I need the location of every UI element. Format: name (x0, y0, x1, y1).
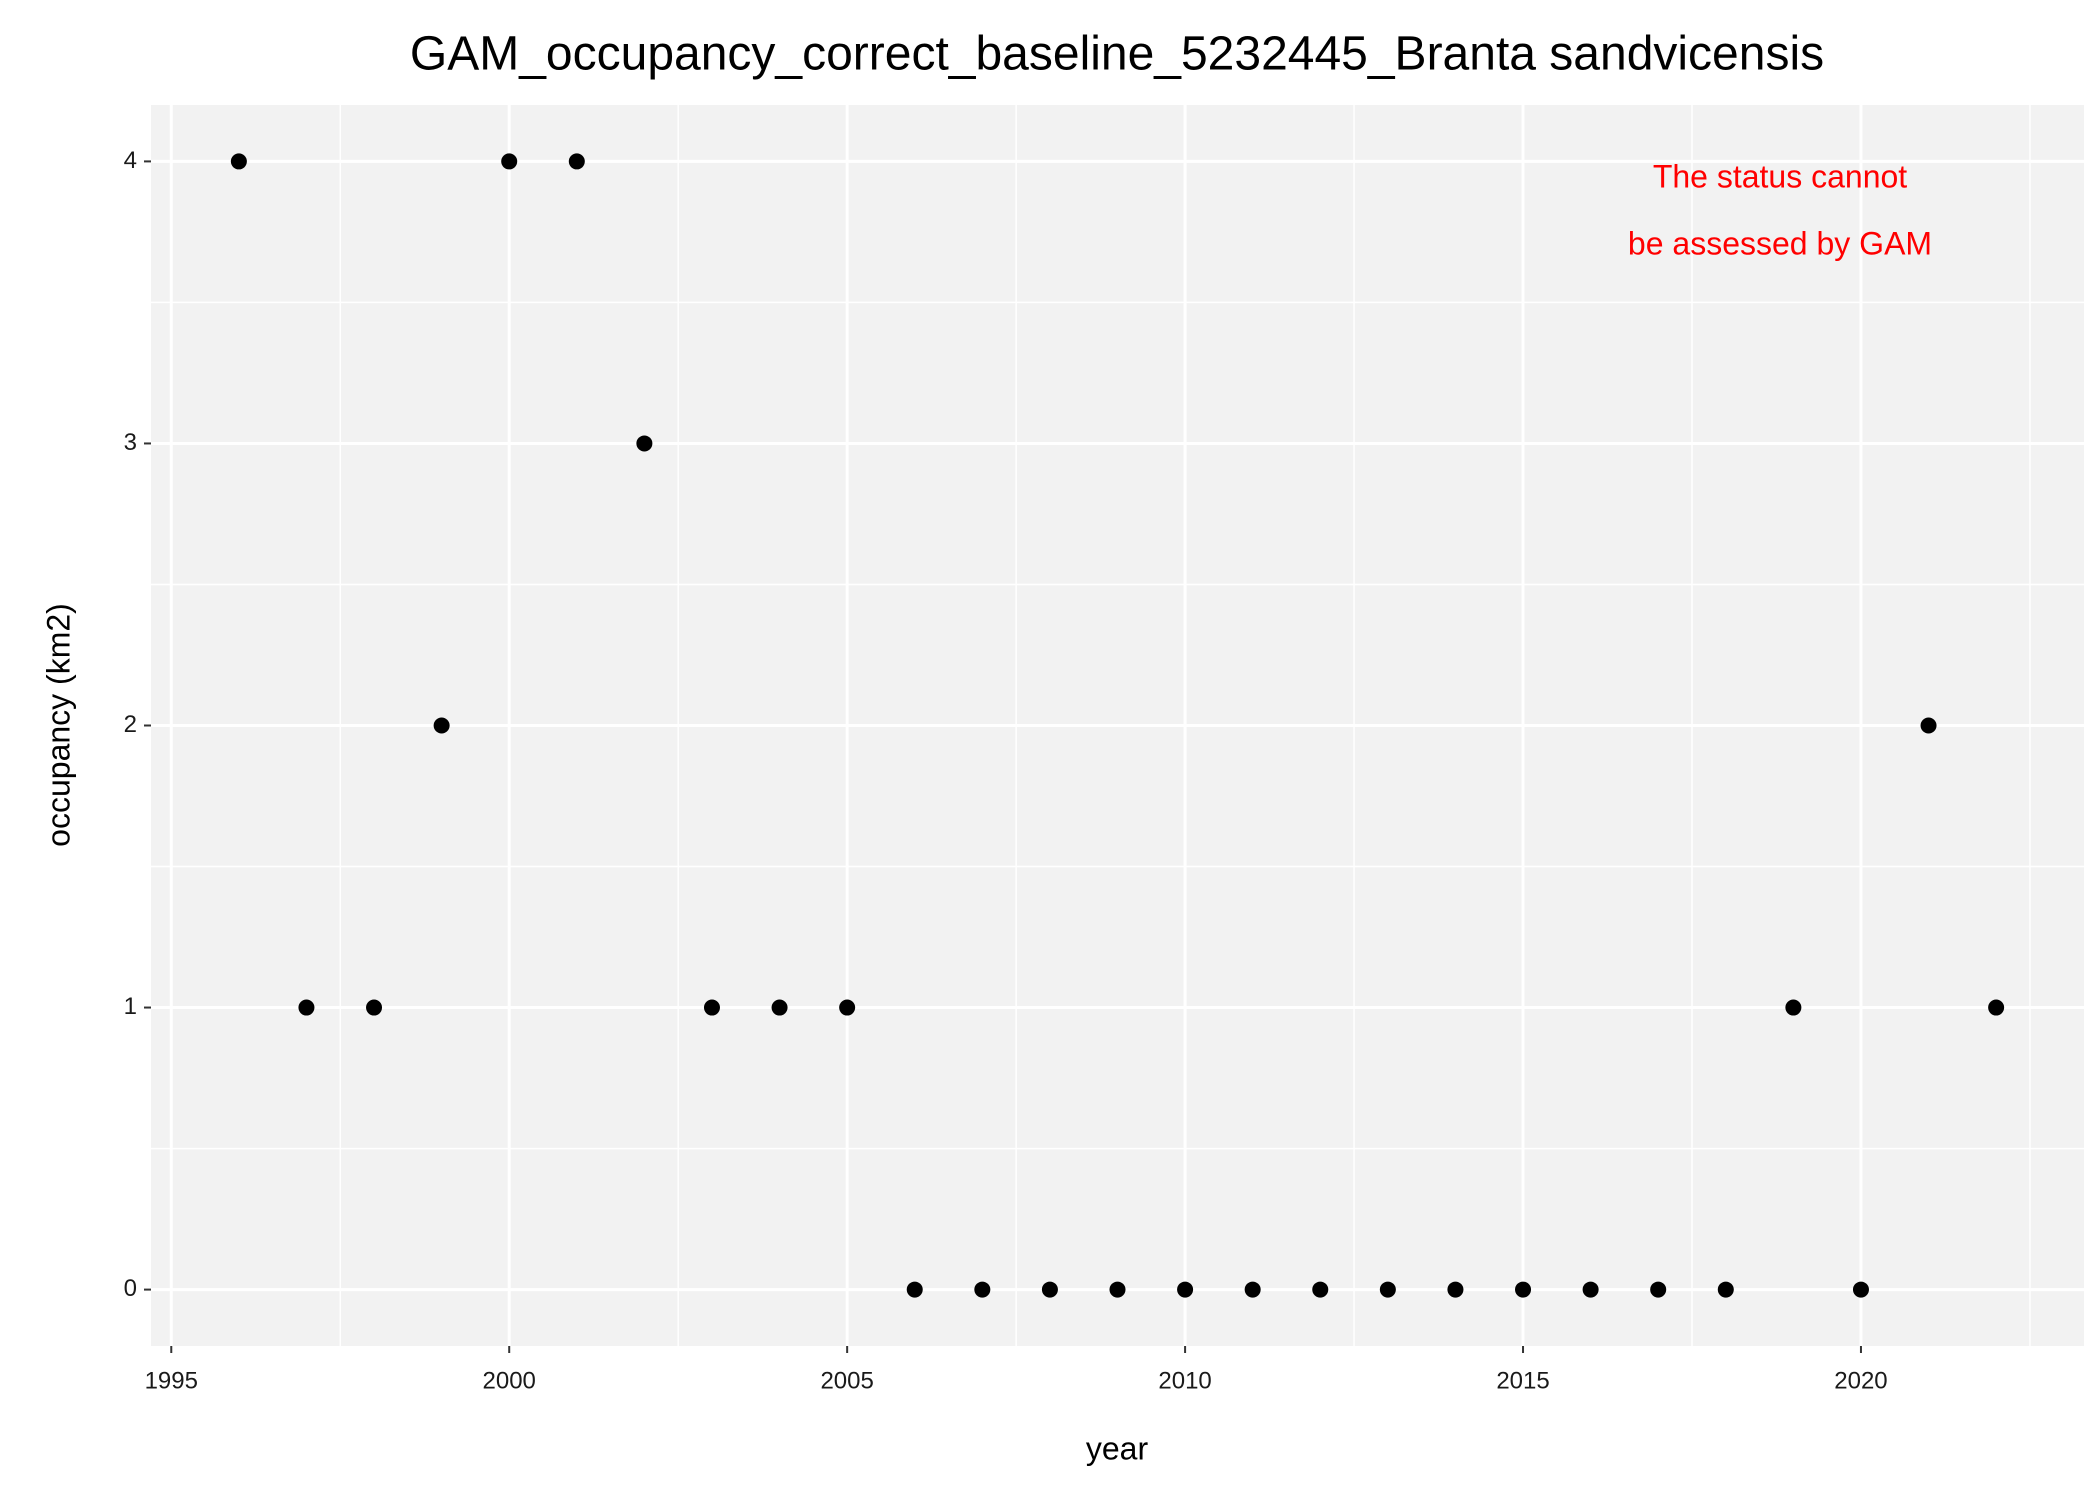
point (1312, 1281, 1329, 1298)
point (298, 999, 315, 1016)
point (568, 153, 585, 170)
point (703, 999, 720, 1016)
x-tick-label: 2005 (820, 1367, 873, 1394)
point (1447, 1281, 1464, 1298)
x-tick-label: 2015 (1496, 1367, 1549, 1394)
x-tick-label: 1995 (145, 1367, 198, 1394)
y-tick-label: 3 (124, 429, 137, 456)
point (1920, 717, 1937, 734)
point (636, 435, 653, 452)
y-tick-label: 2 (124, 711, 137, 738)
point (501, 153, 518, 170)
point (974, 1281, 991, 1298)
point (839, 999, 856, 1016)
point (1717, 1281, 1734, 1298)
point (771, 999, 788, 1016)
x-tick-label: 2010 (1158, 1367, 1211, 1394)
y-axis-label: occupancy (km2) (40, 603, 76, 847)
point (366, 999, 383, 1016)
x-tick-label: 2020 (1834, 1367, 1887, 1394)
annotation: be assessed by GAM (1628, 225, 1932, 261)
point (1515, 1281, 1532, 1298)
point (1785, 999, 1802, 1016)
y-tick-label: 0 (124, 1275, 137, 1302)
point (433, 717, 450, 734)
point (1041, 1281, 1058, 1298)
grid (151, 105, 2084, 1346)
point (1852, 1281, 1869, 1298)
y-tick-label: 1 (124, 993, 137, 1020)
x-tick-label: 2000 (483, 1367, 536, 1394)
point (1177, 1281, 1194, 1298)
point (906, 1281, 923, 1298)
x-axis-label: year (1086, 1430, 1149, 1466)
point (1582, 1281, 1599, 1298)
point (1109, 1281, 1126, 1298)
point (1650, 1281, 1667, 1298)
marks (230, 153, 2005, 1298)
point (1244, 1281, 1261, 1298)
y-tick-label: 4 (124, 147, 137, 174)
annotation: The status cannot (1653, 158, 1907, 194)
point (1379, 1281, 1396, 1298)
point (1988, 999, 2005, 1016)
point (230, 153, 247, 170)
chart-title: GAM_occupancy_correct_baseline_5232445_B… (410, 28, 1824, 81)
